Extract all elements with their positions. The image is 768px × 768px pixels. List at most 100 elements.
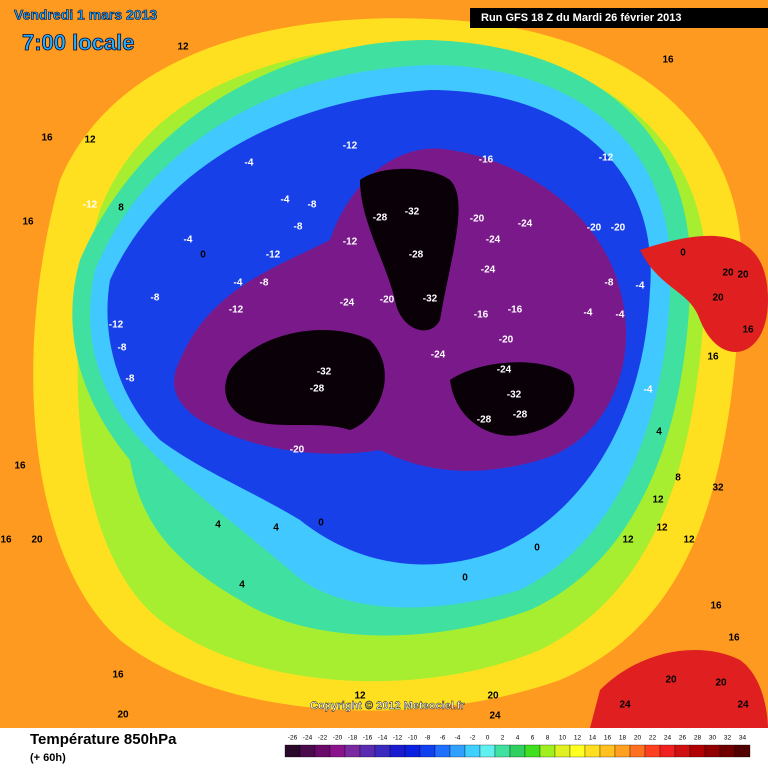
cold-core xyxy=(225,330,385,430)
map-label: -4 xyxy=(644,385,653,396)
map-label: 12 xyxy=(354,691,366,702)
scale-swatch xyxy=(614,744,631,758)
scale-swatch xyxy=(704,744,721,758)
map-label: 16 xyxy=(0,535,12,546)
map-label: -24 xyxy=(431,350,446,361)
map-label: -4 xyxy=(636,281,645,292)
map-label: 16 xyxy=(22,217,34,228)
footer-title: Température 850hPa xyxy=(30,731,177,748)
map-label: 4 xyxy=(273,523,279,534)
scale-label: -18 xyxy=(348,735,358,742)
map-label: 0 xyxy=(200,250,206,261)
scale-label: 12 xyxy=(574,735,582,742)
map-label: 20 xyxy=(722,268,734,279)
scale-swatch xyxy=(419,744,436,758)
temp-zone xyxy=(590,650,768,728)
scale-swatch xyxy=(674,744,691,758)
map-label: 4 xyxy=(656,427,662,438)
map-label: 20 xyxy=(712,293,724,304)
scale-label: -4 xyxy=(455,735,461,742)
map-label: -24 xyxy=(340,298,355,309)
map-label: -24 xyxy=(486,235,501,246)
map-label: -20 xyxy=(499,335,514,346)
date-label: Vendredi 1 mars 2013 xyxy=(14,7,157,23)
footer-subtitle: (+ 60h) xyxy=(30,752,66,764)
run-label: Run GFS 18 Z du Mardi 26 février 2013 xyxy=(481,12,682,24)
temp-zone xyxy=(640,235,768,353)
scale-label: 28 xyxy=(694,735,702,742)
scale-label: -22 xyxy=(318,735,328,742)
scale-label: 0 xyxy=(486,735,490,742)
scale-swatch xyxy=(314,744,331,758)
map-label: 24 xyxy=(737,700,749,711)
map-label: -20 xyxy=(380,295,395,306)
scale-label: -16 xyxy=(363,735,373,742)
scale-label: 10 xyxy=(559,735,567,742)
time-label: 7:00 locale xyxy=(22,30,135,55)
map-label: -8 xyxy=(151,293,160,304)
map-label: -12 xyxy=(109,320,124,331)
scale-label: -26 xyxy=(288,735,298,742)
map-label: -4 xyxy=(234,278,243,289)
map-label: 0 xyxy=(462,573,468,584)
map-label: 8 xyxy=(675,473,681,484)
scale-label: -10 xyxy=(408,735,418,742)
scale-label: 30 xyxy=(709,735,717,742)
map-label: -20 xyxy=(611,223,626,234)
scale-swatch xyxy=(464,744,481,758)
map-label: 16 xyxy=(662,55,674,66)
scale-swatch xyxy=(434,744,451,758)
scale-swatch xyxy=(734,744,751,758)
map-label: -24 xyxy=(497,365,512,376)
scale-swatch xyxy=(584,744,601,758)
map-label: -4 xyxy=(184,235,193,246)
scale-label: 6 xyxy=(531,735,535,742)
map-label: -20 xyxy=(470,214,485,225)
scale-label: -8 xyxy=(425,735,431,742)
scale-label: 22 xyxy=(649,735,657,742)
scale-swatch xyxy=(644,744,661,758)
scale-label: 34 xyxy=(739,735,747,742)
map-label: 16 xyxy=(707,352,719,363)
map-label: 4 xyxy=(215,520,221,531)
map-labels: 12 16 12 16 -4 -12 -16 -12 -12 8 16 -4 -4 -8 -8 -12 -12 0… xyxy=(0,42,754,722)
map-label: -8 xyxy=(126,374,135,385)
map-label: 12 xyxy=(652,495,664,506)
scale-label: 18 xyxy=(619,735,627,742)
scale-label: 4 xyxy=(516,735,520,742)
scale-swatch xyxy=(359,744,376,758)
scale-label: -12 xyxy=(393,735,403,742)
map-label: 16 xyxy=(710,601,722,612)
map-label: -12 xyxy=(83,200,98,211)
map-label: 20 xyxy=(665,675,677,686)
copyright: Copyright © 2012 Meteociel.fr xyxy=(310,700,466,712)
map-label: 16 xyxy=(112,670,124,681)
scale-label: 24 xyxy=(664,735,672,742)
scale-swatch xyxy=(449,744,466,758)
map-label: -8 xyxy=(260,278,269,289)
scale-label: -24 xyxy=(303,735,313,742)
map-label: -24 xyxy=(518,219,533,230)
scale-label: -20 xyxy=(333,735,343,742)
scale-swatch xyxy=(404,744,421,758)
map-label: 16 xyxy=(41,133,53,144)
map-label: -12 xyxy=(266,250,281,261)
scale-swatch xyxy=(599,744,616,758)
scale-swatch xyxy=(374,744,391,758)
map-label: 8 xyxy=(118,203,124,214)
map-label: 16 xyxy=(742,325,754,336)
map-label: -28 xyxy=(409,250,424,261)
map-label: -8 xyxy=(605,278,614,289)
map-label: -12 xyxy=(599,153,614,164)
map-label: 24 xyxy=(619,700,631,711)
scale-swatch xyxy=(389,744,406,758)
scale-swatch xyxy=(284,744,301,758)
cold-core xyxy=(360,168,459,331)
map-label: 20 xyxy=(117,710,129,721)
scale-label: -2 xyxy=(470,735,476,742)
map-label: 12 xyxy=(622,535,634,546)
scale-swatch xyxy=(659,744,676,758)
scale-label: 26 xyxy=(679,735,687,742)
map-label: 20 xyxy=(737,270,749,281)
